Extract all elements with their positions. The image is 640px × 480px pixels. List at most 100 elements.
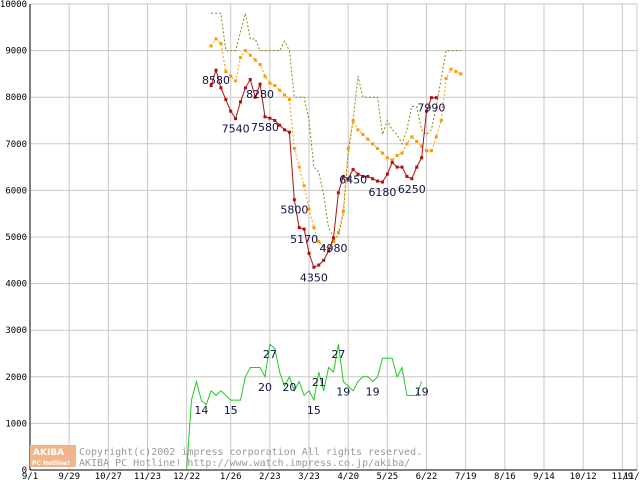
data-label-green: 15 [224, 404, 238, 417]
data-point-red [253, 95, 257, 99]
x-tick-label: 5/25 [377, 472, 399, 480]
series-olive [211, 12, 461, 238]
data-point-red [238, 100, 242, 104]
data-point-red [332, 236, 335, 240]
data-point-red [434, 96, 438, 100]
data-label-green: 19 [366, 385, 380, 398]
x-tick-label: 10/27 [95, 472, 122, 480]
logo-top-text: AKIBA [33, 448, 64, 458]
series-red [209, 68, 438, 269]
data-point-red [224, 98, 228, 102]
x-tick-label: 9/1 [22, 472, 38, 480]
data-point-orange [400, 151, 404, 155]
data-point-red [322, 258, 326, 262]
x-tick-label: 11/23 [134, 472, 161, 480]
data-point-red [263, 115, 267, 119]
data-point-orange [434, 135, 438, 139]
data-point-red [278, 123, 282, 127]
data-point-red [400, 165, 404, 169]
data-point-orange [258, 63, 262, 67]
data-point-red [327, 249, 331, 253]
data-point-red [302, 227, 306, 231]
data-point-orange [312, 226, 316, 230]
data-label-red: 5800 [280, 204, 308, 217]
data-point-orange [268, 81, 272, 85]
data-point-red [317, 263, 321, 267]
data-label-green: 20 [258, 381, 272, 394]
data-label-red: 4980 [320, 242, 348, 255]
data-point-orange [307, 207, 311, 211]
data-point-red [292, 198, 296, 202]
y-tick-label: 7000 [5, 140, 27, 150]
data-point-red [234, 117, 238, 121]
data-point-orange [219, 42, 223, 46]
x-tick-label: 12/22 [173, 472, 200, 480]
x-tick-label: 1/26 [220, 472, 242, 480]
data-point-orange [410, 135, 414, 139]
data-point-red [410, 177, 414, 181]
akiba-logo-badge [30, 445, 76, 467]
data-point-red [420, 156, 424, 160]
data-point-orange [429, 149, 433, 153]
x-tick-label: 7/19 [455, 472, 477, 480]
data-point-orange [229, 74, 233, 78]
data-point-red [209, 84, 213, 88]
y-tick-label: 5000 [5, 233, 27, 243]
data-point-red [390, 160, 394, 164]
data-point-orange [395, 153, 399, 157]
data-label-green: 27 [263, 348, 277, 361]
copyright-text: Copyright(c)2002 impress corporation All… [79, 447, 422, 458]
data-point-orange [292, 146, 296, 150]
data-point-orange [425, 149, 429, 153]
series-orange [209, 37, 463, 251]
data-point-red [336, 191, 340, 195]
data-label-red: 5170 [290, 233, 318, 246]
watermark-footer: AKIBA PC Hotline! Copyright(c)2002 impre… [30, 445, 422, 469]
logo-bottom-text: PC Hotline! [32, 460, 70, 467]
data-point-orange [336, 230, 340, 234]
data-point-orange [415, 139, 419, 143]
data-point-red [361, 174, 365, 178]
data-point-orange [449, 67, 453, 71]
data-point-orange [341, 209, 345, 213]
grid-lines [29, 3, 638, 471]
data-label-green: 21 [312, 376, 326, 389]
data-point-red [351, 167, 355, 171]
data-point-red [371, 177, 375, 181]
data-point-orange [322, 244, 326, 248]
data-point-red [366, 174, 370, 178]
x-tick-label: 4/20 [337, 472, 359, 480]
data-point-orange [454, 70, 458, 74]
data-point-orange [209, 44, 213, 48]
data-point-orange [380, 151, 384, 155]
data-point-orange [224, 70, 228, 74]
data-point-red [297, 226, 301, 230]
data-point-orange [420, 144, 424, 148]
data-point-orange [253, 58, 257, 62]
data-point-red [273, 119, 277, 122]
data-point-red [283, 128, 287, 132]
data-label-red: 4350 [300, 271, 328, 284]
x-tick-label: 8/16 [494, 472, 516, 480]
data-point-orange [297, 165, 301, 169]
x-axis: 9/1 9/29 10/27 11/23 12/22 1/26 2/23 3/23 4/20 5/… [22, 469, 640, 480]
data-label-red: 8580 [202, 74, 230, 87]
data-point-orange [351, 119, 355, 122]
data-point-red [307, 251, 311, 255]
data-point-orange [243, 49, 247, 53]
data-point-red [248, 77, 252, 81]
data-point-orange [385, 156, 389, 160]
x-tick-label: 6/22 [416, 472, 438, 480]
data-label-green: 15 [307, 404, 321, 417]
y-tick-label: 8000 [5, 93, 27, 103]
series-line-olive [211, 12, 461, 238]
data-label-red: 6450 [339, 173, 367, 186]
data-point-red [380, 180, 384, 184]
series-line-orange [210, 38, 462, 250]
data-point-red [415, 165, 419, 169]
data-point-orange [405, 142, 409, 146]
data-point-red [258, 82, 262, 86]
data-point-red [312, 265, 316, 269]
data-point-orange [356, 128, 360, 132]
data-point-orange [287, 98, 291, 102]
